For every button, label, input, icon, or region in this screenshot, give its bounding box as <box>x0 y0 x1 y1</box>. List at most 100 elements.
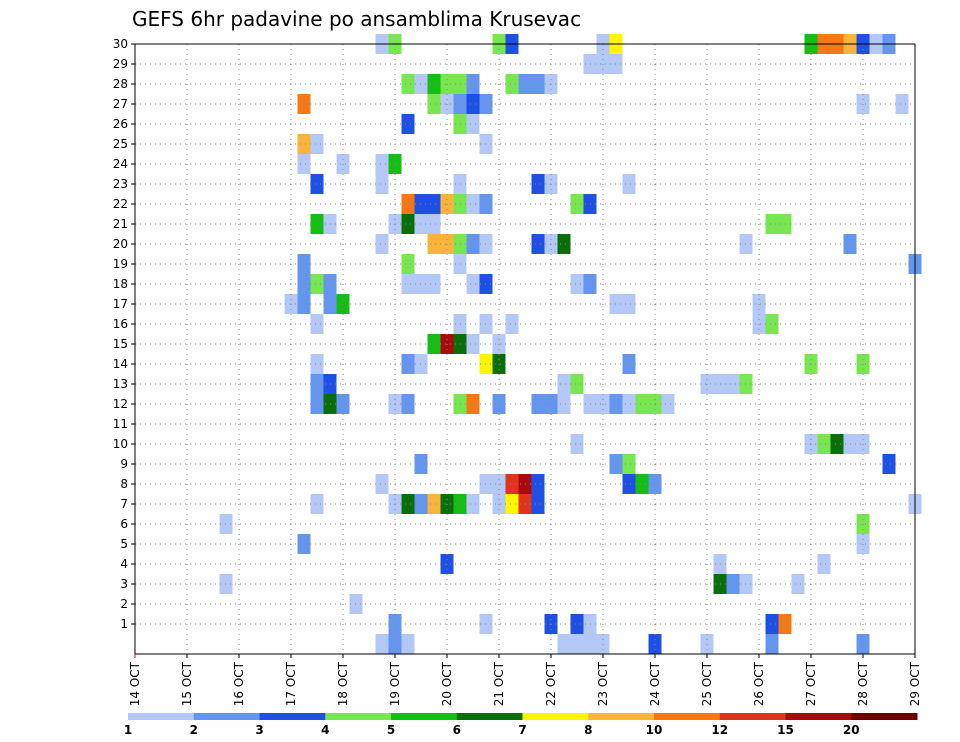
heatmap-cell <box>830 434 844 454</box>
heatmap-cell <box>622 454 636 474</box>
heatmap-cell <box>635 474 649 494</box>
heatmap-cell <box>505 474 519 494</box>
y-tick-label: 13 <box>113 377 128 391</box>
legend-label: 3 <box>255 723 263 737</box>
heatmap-cell <box>427 94 441 114</box>
y-tick-label: 9 <box>120 457 128 471</box>
legend-label: 15 <box>777 723 794 737</box>
legend-swatch <box>193 713 260 720</box>
y-tick-label: 8 <box>120 477 128 491</box>
heatmap-cell <box>310 394 324 414</box>
y-tick-labels: 1234567891011121314151617181920212223242… <box>113 37 135 631</box>
heatmap-cell <box>726 574 740 594</box>
heatmap-cell <box>375 154 389 174</box>
legend-label: 7 <box>518 723 526 737</box>
y-tick-label: 3 <box>120 577 128 591</box>
heatmap-cell <box>310 174 324 194</box>
heatmap-cell <box>297 94 311 114</box>
heatmap-cell <box>505 74 519 94</box>
heatmap-cell <box>427 74 441 94</box>
heatmap-cell <box>557 234 571 254</box>
x-tick-label: 19 OCT <box>388 661 402 706</box>
y-tick-label: 10 <box>113 437 128 451</box>
x-tick-label: 20 OCT <box>440 661 454 706</box>
y-tick-label: 2 <box>120 597 128 611</box>
legend-label: 12 <box>711 723 728 737</box>
heatmap-cell <box>466 274 480 294</box>
heatmap-cell <box>401 634 415 654</box>
legend-swatch <box>522 713 589 720</box>
y-tick-label: 24 <box>113 157 128 171</box>
x-tick-label: 28 OCT <box>856 661 870 706</box>
heatmap-cell <box>557 374 571 394</box>
heatmap-cell <box>466 114 480 134</box>
y-tick-label: 28 <box>113 77 128 91</box>
heatmap-cell <box>531 394 545 414</box>
heatmap-cell <box>310 374 324 394</box>
heatmap-cell <box>375 634 389 654</box>
heatmap-cell <box>297 134 311 154</box>
heatmap-cell <box>297 274 311 294</box>
heatmap-cell <box>570 434 584 454</box>
legend-swatch <box>128 713 195 720</box>
heatmap-cell <box>466 74 480 94</box>
heatmap-cell <box>505 314 519 334</box>
heatmap-cell <box>427 194 441 214</box>
heatmap-cell <box>427 214 441 234</box>
x-tick-label: 23 OCT <box>596 661 610 706</box>
y-tick-label: 7 <box>120 497 128 511</box>
y-tick-label: 21 <box>113 217 128 231</box>
heatmap-cell <box>401 214 415 234</box>
heatmap-cell <box>310 134 324 154</box>
heatmap-cell <box>466 234 480 254</box>
x-tick-label: 21 OCT <box>492 661 506 706</box>
y-tick-label: 11 <box>113 417 128 431</box>
x-tick-label: 15 OCT <box>180 661 194 706</box>
heatmap-cell <box>466 394 480 414</box>
legend-label: 6 <box>453 723 461 737</box>
heatmap-cell <box>375 234 389 254</box>
heatmap-cell <box>531 234 545 254</box>
y-tick-label: 30 <box>113 37 128 51</box>
heatmap-cell <box>791 574 805 594</box>
heatmap-cell <box>557 394 571 414</box>
heatmap-cell <box>466 94 480 114</box>
y-tick-label: 29 <box>113 57 128 71</box>
heatmap-cell <box>505 494 519 514</box>
grid-lines <box>135 43 915 654</box>
x-tick-label: 27 OCT <box>804 661 818 706</box>
y-tick-label: 20 <box>113 237 128 251</box>
chart-title: GEFS 6hr padavine po ansamblima Krusevac <box>132 7 581 31</box>
legend-swatch <box>654 713 721 720</box>
x-tick-label: 17 OCT <box>284 661 298 706</box>
heatmap-cell <box>622 354 636 374</box>
heatmap-cell <box>401 114 415 134</box>
y-tick-label: 27 <box>113 97 128 111</box>
heatmap-cell <box>375 174 389 194</box>
y-tick-label: 22 <box>113 197 128 211</box>
legend-label: 5 <box>387 723 395 737</box>
legend-swatch <box>588 713 655 720</box>
heatmap-cell <box>583 634 597 654</box>
heatmap-cell <box>310 274 324 294</box>
heatmap-cell <box>570 274 584 294</box>
legend-swatch <box>391 713 458 720</box>
heatmap-cell <box>765 214 779 234</box>
legend-label: 20 <box>843 723 860 737</box>
heatmap-cell <box>427 234 441 254</box>
legend-label: 10 <box>646 723 663 737</box>
heatmap-cell <box>635 394 649 414</box>
heatmap-cell <box>297 294 311 314</box>
y-tick-label: 19 <box>113 257 128 271</box>
legend-label: 8 <box>584 723 592 737</box>
heatmap-cell <box>895 94 909 114</box>
heatmap-cell <box>297 154 311 174</box>
y-tick-label: 18 <box>113 277 128 291</box>
y-tick-label: 12 <box>113 397 128 411</box>
y-tick-label: 23 <box>113 177 128 191</box>
x-tick-label: 29 OCT <box>908 661 922 706</box>
heatmap-cell <box>310 354 324 374</box>
x-tick-labels: 14 OCT 15 OCT 16 OCT 17 OCT 18 OCT 19 OCT 20 O… <box>128 654 922 706</box>
heatmap-cell <box>817 434 831 454</box>
